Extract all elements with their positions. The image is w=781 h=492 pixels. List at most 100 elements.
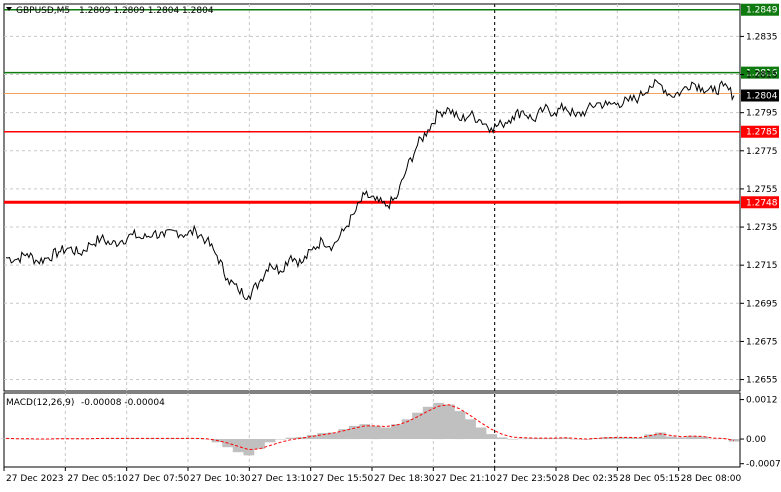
macd-histogram-bar [232, 439, 244, 453]
macd-histogram-bar [348, 425, 360, 440]
macd-histogram-bar [296, 437, 307, 440]
level-price-tag: 1.2785 [741, 125, 779, 138]
macd-histogram-bar [454, 411, 466, 440]
x-tick-label: 27 Dec 2023 [6, 474, 64, 484]
x-tick-label: 27 Dec 05:10 [67, 474, 128, 484]
macd-histogram-bar [644, 434, 656, 439]
macd-label: MACD(12,26,9) [6, 398, 74, 408]
level-tag-label: 1.2748 [746, 198, 778, 208]
macd-histogram-bar [623, 437, 635, 439]
macd-histogram-bar [697, 436, 708, 439]
current-price-box [741, 89, 779, 102]
macd-histogram-bar [64, 438, 75, 440]
macd-histogram-bar [180, 438, 191, 440]
macd-histogram-bar [243, 439, 255, 456]
macd-histogram-bar [85, 438, 96, 440]
axes: 27 Dec 2023 27 Dec 05:10 27 Dec 07:50 27 De… [3, 32, 781, 484]
x-tick-label: 27 Dec 07:50 [129, 474, 190, 484]
y-tick-label: 1.2815 [746, 71, 778, 81]
y-tick-label: 1.2755 [746, 185, 778, 195]
macd-histogram-bar [370, 425, 381, 440]
macd-histogram-bar [602, 437, 613, 440]
macd-histogram-bar [528, 438, 540, 440]
macd-histogram-bar [74, 438, 86, 440]
macd-signal-line [5, 404, 735, 451]
symbol-label: GBPUSD,M5 [16, 6, 70, 16]
macd-histogram-bar [412, 412, 424, 439]
macd-histogram-bar [570, 439, 582, 440]
macd-histogram-bar [401, 419, 413, 439]
price-line [5, 78, 735, 301]
macd-histogram-bar [559, 437, 571, 439]
macd-histogram-bar [707, 438, 719, 440]
macd-histogram-bar [496, 437, 508, 439]
level-tag-label: 1.2849 [746, 6, 778, 16]
level-tag-box [741, 196, 779, 209]
macd-header: MACD(12,26,9) -0.00008 -0.00004 [6, 398, 165, 408]
level-tag-box [741, 3, 779, 16]
x-tick-label: 27 Dec 15:50 [313, 474, 374, 484]
macd-histogram-bar [275, 439, 286, 440]
macd-y-tick-label: 0.0012 [746, 396, 778, 406]
y-tick-label: 1.2775 [746, 147, 778, 157]
chart-header: GBPUSD,M5 1.2809 1.2809 1.2804 1.2804 [6, 6, 214, 16]
price-levels: 1.2849 1.2816 1.2785 1.2748 1.2804 [4, 3, 779, 209]
macd-histogram-bar [654, 432, 666, 440]
macd-histogram-bar [285, 437, 297, 439]
y-tick-label: 1.2795 [746, 109, 778, 119]
current-price-tag: 1.2804 [741, 89, 779, 102]
x-tick-label: 27 Dec 23:50 [497, 474, 558, 484]
level-tag-box [741, 125, 779, 138]
y-tick-label: 1.2695 [746, 299, 778, 309]
triangle-down-icon[interactable] [6, 7, 12, 11]
macd-histogram-bar [21, 439, 33, 440]
y-tick-label: 1.2675 [746, 337, 778, 347]
macd-histogram-bar [728, 439, 740, 442]
macd-histogram-bar [475, 427, 487, 439]
macd-histogram-bar [517, 438, 529, 440]
x-tick-label: 27 Dec 18:30 [374, 474, 435, 484]
macd-histogram-bar [676, 437, 687, 439]
macd-histogram-bar [264, 439, 276, 443]
x-tick-label: 27 Dec 21:10 [435, 474, 496, 484]
macd-histogram-bar [549, 438, 561, 440]
macd-histogram-bar [253, 439, 265, 449]
macd-histogram-bar [201, 439, 213, 440]
macd-histogram-bar [391, 424, 402, 439]
y-tick-label: 1.2655 [746, 376, 778, 386]
level-price-tag: 1.2849 [741, 3, 779, 16]
y-tick-label: 1.2835 [746, 32, 778, 42]
macd-histogram-bar [317, 433, 329, 439]
macd-histogram-bar [465, 419, 476, 439]
x-tick-label: 28 Dec 08:00 [681, 474, 742, 484]
macd-histogram-bar [665, 436, 677, 439]
grid-lines [3, 3, 741, 468]
macd-histogram-bar [327, 432, 339, 440]
x-tick-label: 28 Dec 05:15 [619, 474, 680, 484]
level-tag-box [741, 66, 779, 79]
x-tick-label: 28 Dec 02:35 [558, 474, 619, 484]
macd-histogram-bar [612, 437, 624, 440]
macd-histogram-bar [443, 404, 455, 439]
macd-values: -0.00008 -0.00004 [81, 398, 165, 408]
macd-histogram-bar [306, 435, 318, 439]
macd-histogram-bar [338, 429, 350, 440]
level-tag-label: 1.2816 [746, 69, 778, 79]
macd-indicator [0, 402, 740, 456]
x-tick-label: 27 Dec 13:10 [251, 474, 312, 484]
level-price-tag: 1.2816 [741, 66, 779, 79]
macd-histogram-bar [633, 437, 645, 439]
macd-histogram-bar [433, 402, 445, 440]
macd-histogram-bar [422, 406, 434, 439]
level-price-tag: 1.2748 [741, 196, 779, 209]
macd-y-tick-label: 0.00 [746, 435, 766, 445]
x-tick-label: 27 Dec 10:30 [190, 474, 251, 484]
ohlc-values: 1.2809 1.2809 1.2804 1.2804 [79, 6, 214, 16]
y-tick-label: 1.2735 [746, 223, 778, 233]
macd-histogram-bar [486, 434, 497, 439]
macd-histogram-bar [159, 438, 170, 440]
current-price-label: 1.2804 [746, 92, 778, 102]
